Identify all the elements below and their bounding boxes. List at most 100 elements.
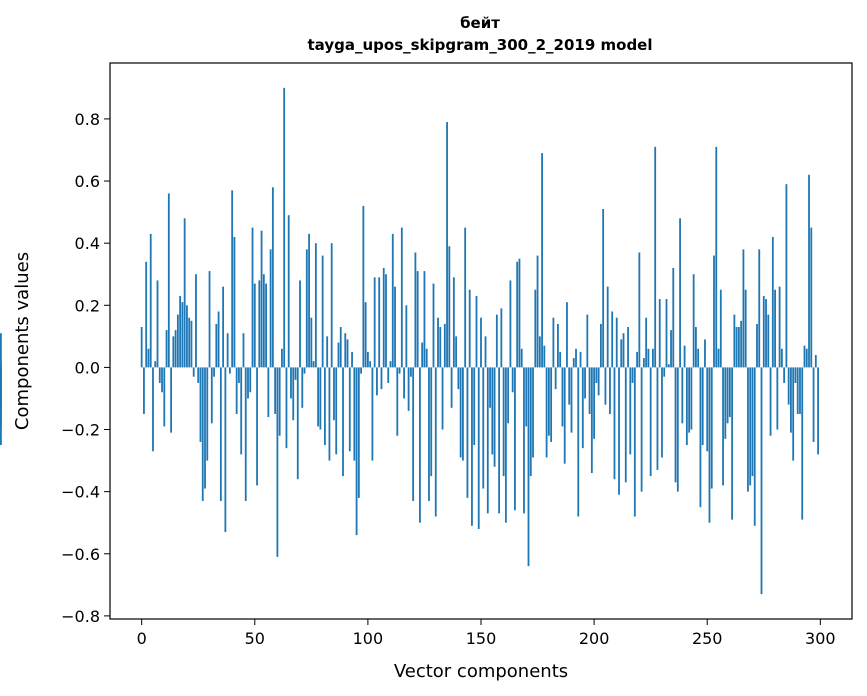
bar-55: [265, 283, 267, 368]
bar-129: [432, 283, 435, 368]
bar-180: [547, 367, 550, 436]
bar-65: [287, 215, 290, 368]
bar-248: [701, 367, 704, 446]
bar-12: [167, 193, 170, 368]
bar-218: [633, 367, 636, 517]
bar-17: [179, 295, 182, 368]
bar-127: [428, 367, 430, 501]
bar-250: [706, 367, 709, 452]
bar-187: [563, 367, 566, 464]
bar-229: [658, 299, 661, 368]
bar-75: [310, 317, 313, 368]
bar-10: [163, 367, 166, 427]
bar-191: [572, 358, 575, 368]
bar-126: [425, 348, 428, 368]
bar-22: [190, 320, 193, 368]
bar-219: [636, 351, 638, 368]
bar-119: [409, 367, 412, 377]
bar-195: [581, 367, 584, 449]
bar-45: [242, 333, 245, 368]
bar-9: [161, 367, 163, 393]
bar-149: [477, 367, 480, 529]
bar-262: [733, 314, 736, 368]
bar-90: [344, 333, 347, 368]
bar-152: [484, 336, 487, 368]
bar-203: [599, 323, 602, 368]
bar-290: [796, 367, 799, 414]
bar-299: [817, 367, 819, 455]
bar-46: [244, 367, 247, 501]
bar-70: [299, 280, 301, 368]
bar-172: [529, 367, 532, 477]
bar-4: [149, 233, 152, 368]
bar-189: [568, 367, 571, 405]
bar-147: [473, 367, 476, 446]
bar-117: [405, 305, 408, 368]
bar-52: [258, 280, 261, 368]
bar-255: [717, 348, 720, 368]
bar-32: [213, 367, 215, 377]
bar-238: [679, 218, 681, 368]
bar-213: [622, 333, 625, 368]
bar-227: [654, 146, 657, 368]
bar-294: [805, 348, 808, 368]
bar-1: [143, 367, 145, 414]
bar-51: [256, 367, 258, 486]
bar-194: [579, 351, 582, 368]
bar-5: [152, 367, 154, 452]
bar-161: [504, 367, 507, 523]
bar-167: [518, 258, 521, 368]
bar-148: [475, 295, 478, 368]
bar-8: [158, 367, 161, 383]
bar-254: [715, 146, 718, 368]
y-tick-label: 0.2: [75, 296, 100, 315]
bar-179: [545, 367, 548, 458]
bars-group: [0, 87, 819, 595]
bar-50: [253, 283, 256, 368]
bar-68: [294, 367, 297, 380]
bar-34: [217, 311, 220, 368]
bar-118: [407, 367, 410, 411]
bar-49: [251, 227, 254, 368]
bar-163: [509, 280, 512, 368]
bar-59: [274, 367, 277, 414]
bar-282: [778, 286, 781, 368]
y-tick-label: 0.0: [75, 358, 100, 377]
bar-111: [391, 233, 394, 368]
bar-130: [434, 367, 437, 517]
bar-145: [468, 289, 471, 368]
bar-102: [371, 367, 374, 461]
bar-57: [269, 249, 272, 368]
bar-237: [676, 367, 679, 492]
bar-224: [647, 348, 650, 368]
bar-15: [174, 330, 177, 368]
bar-228: [656, 367, 659, 470]
bar-13: [170, 367, 172, 433]
bar-120: [412, 367, 415, 501]
bar-192: [575, 348, 577, 368]
bar-64: [285, 367, 288, 449]
bar-222: [642, 358, 645, 368]
y-tick-label: 0.8: [75, 110, 100, 129]
bar-72: [303, 367, 306, 374]
bar-212: [620, 339, 623, 368]
bar-138: [452, 277, 455, 368]
bar-2: [145, 261, 148, 368]
bar-28: [204, 367, 206, 489]
bar-121: [414, 252, 417, 368]
bar-242: [688, 367, 691, 433]
bar-277: [767, 314, 770, 368]
bar-170: [525, 367, 528, 427]
x-tick-label: 250: [692, 629, 723, 648]
bar-30: [208, 271, 211, 368]
bar-283: [780, 348, 783, 368]
bar-84: [330, 243, 333, 368]
bar-155: [491, 367, 494, 455]
bar-137: [450, 367, 453, 408]
bar-253: [713, 255, 715, 368]
bar-245: [695, 327, 697, 368]
bar-27: [201, 367, 204, 501]
bar-153: [486, 367, 489, 514]
y-tick-label: 0.6: [75, 172, 100, 191]
bar-71: [301, 367, 304, 408]
